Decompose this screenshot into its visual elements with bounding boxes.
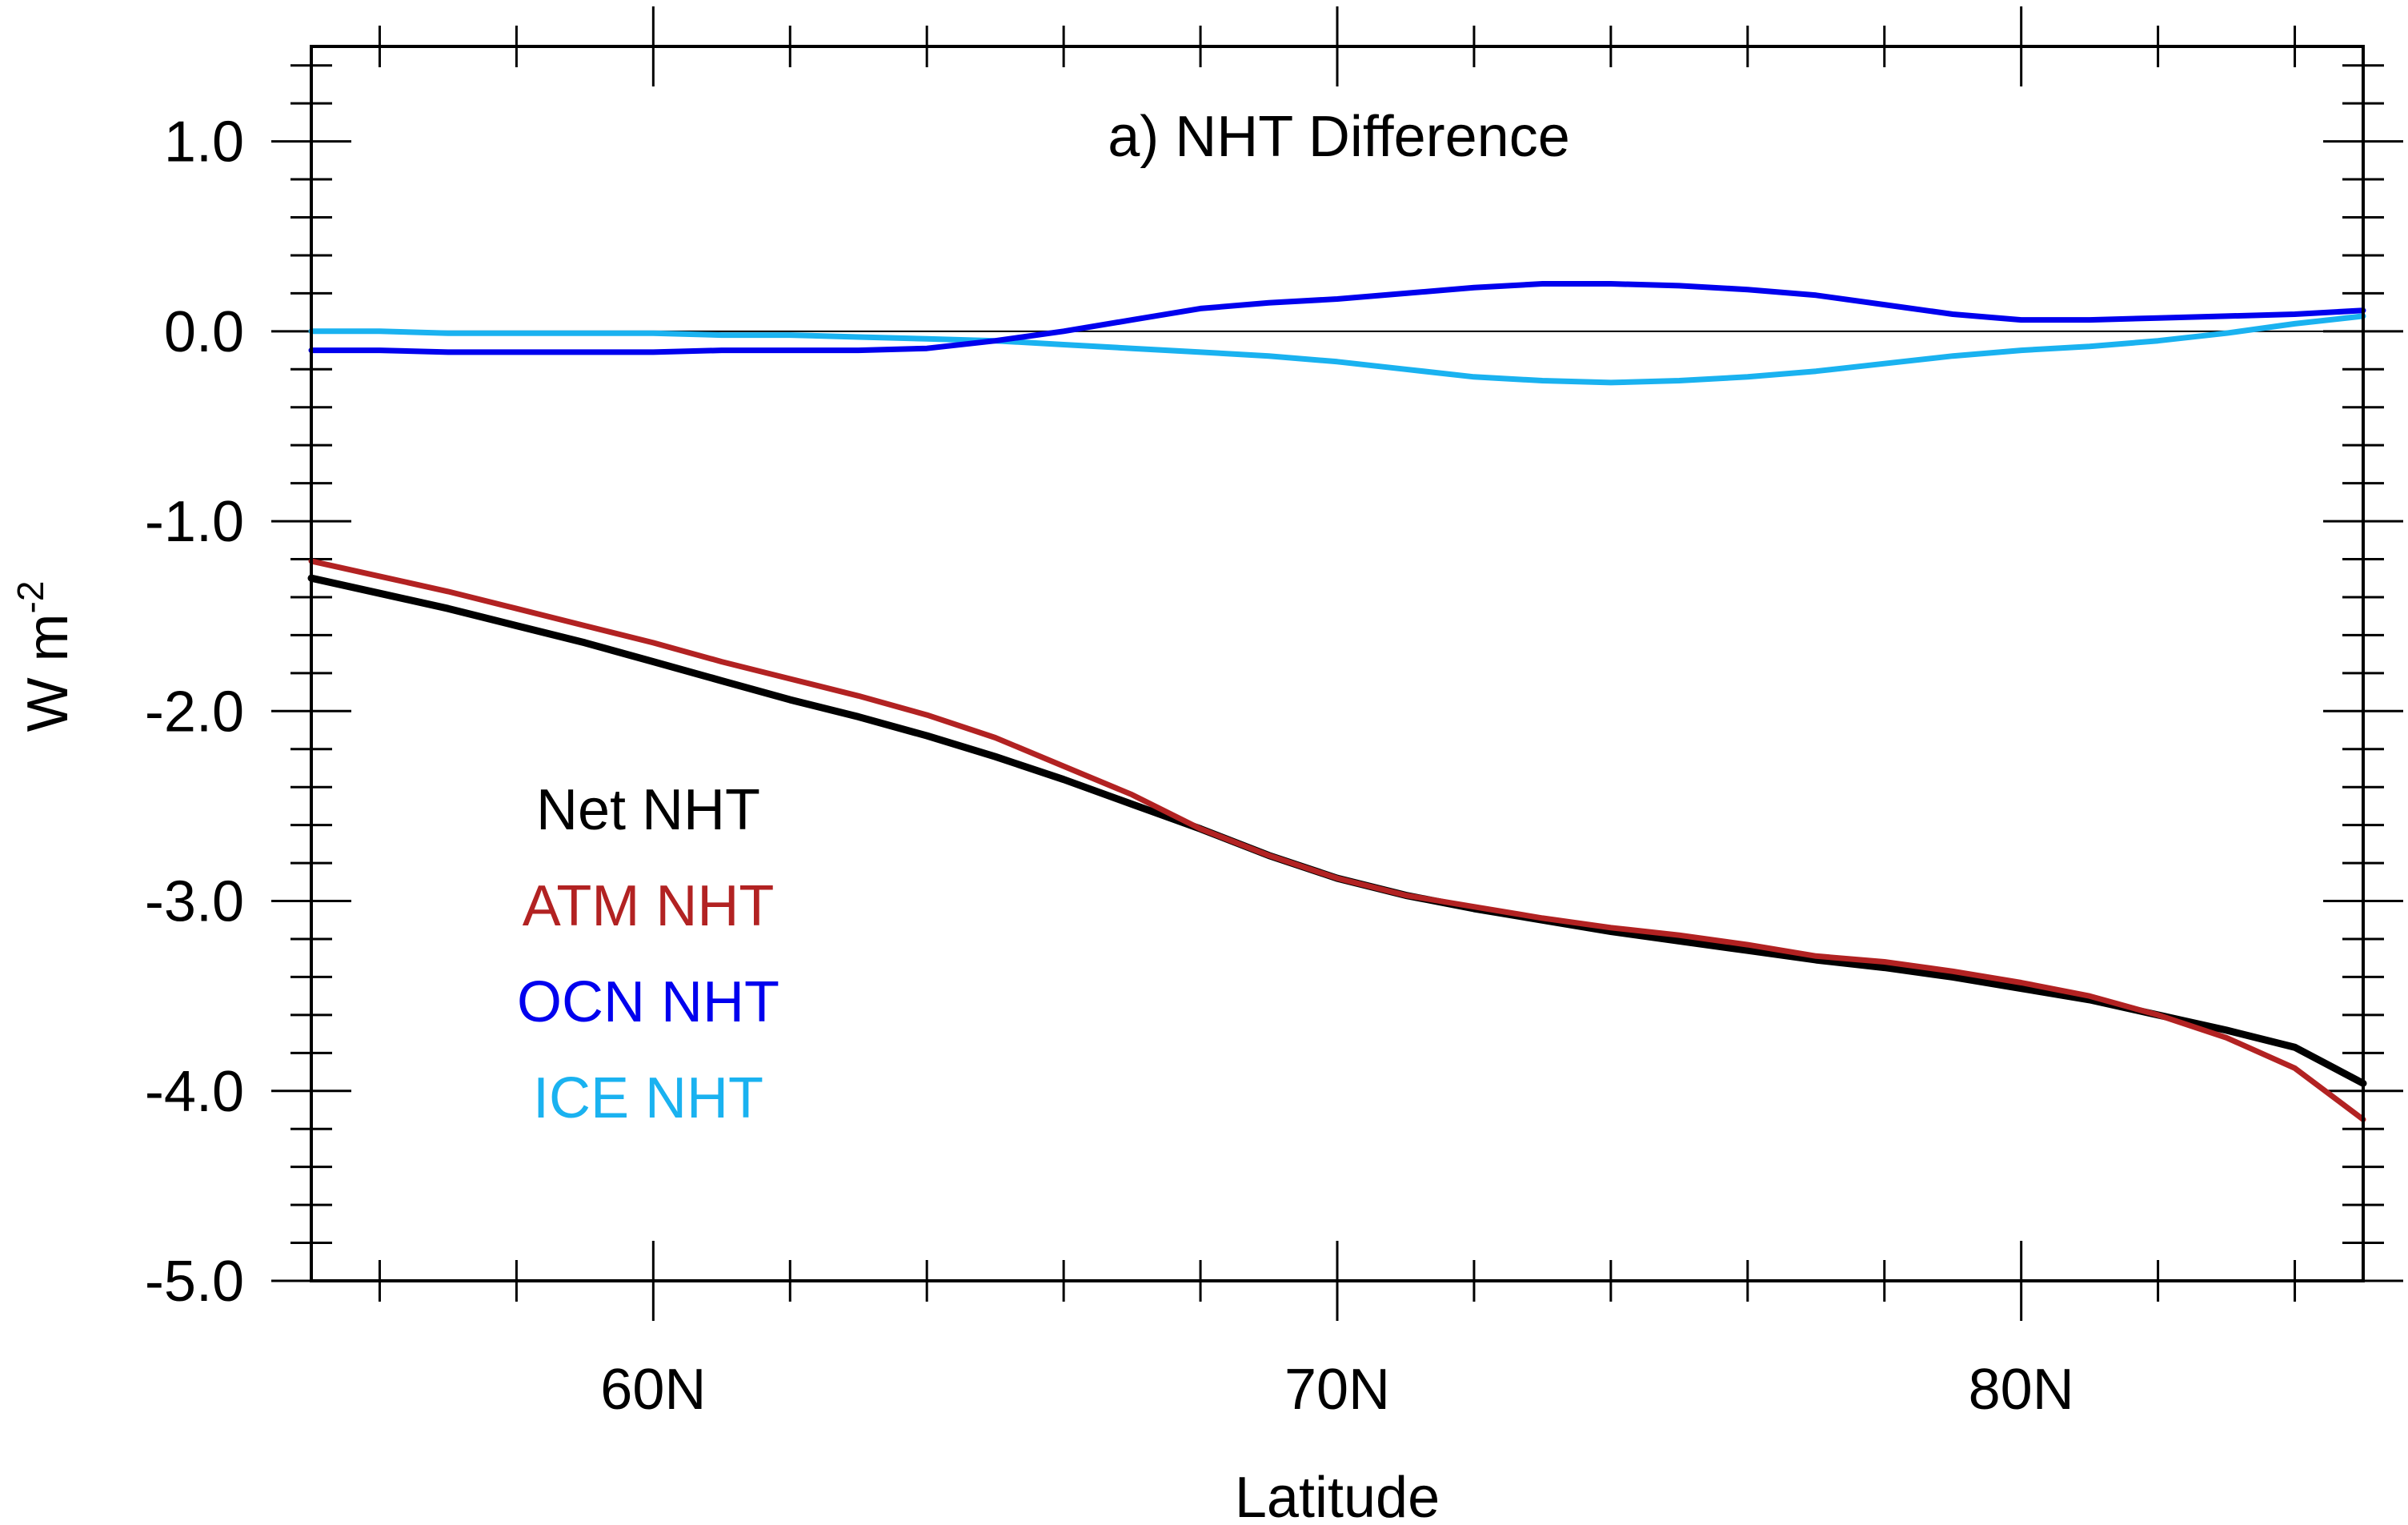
legend: Net NHT ATM NHT OCN NHT ICE NHT xyxy=(517,778,779,1130)
y-tick-label: 1.0 xyxy=(164,110,244,175)
tick-labels: 1.0 0.0 -1.0 -2.0 -3.0 -4.0 -5.0 60N 70N 80N xyxy=(145,110,2074,1422)
x-tick-label: 60N xyxy=(600,1358,706,1422)
legend-entry-ocn-nht: OCN NHT xyxy=(517,970,779,1034)
x-tick-label: 80N xyxy=(1969,1358,2074,1422)
y-tick-label: -2.0 xyxy=(145,680,244,744)
series-layer xyxy=(307,281,2367,1122)
y-axis-label-unit: W m xyxy=(16,613,80,732)
y-tick-label: -5.0 xyxy=(145,1250,244,1314)
y-axis-label-exponent: -2 xyxy=(10,581,51,614)
x-axis-label: Latitude xyxy=(1235,1466,1440,1525)
plot-frame xyxy=(310,45,2365,1282)
y-tick-label: -4.0 xyxy=(145,1060,244,1124)
series-line-atm-nht xyxy=(308,558,2366,1122)
y-axis-label: W m-2 xyxy=(10,581,80,732)
y-tick-label: -1.0 xyxy=(145,490,244,554)
x-tick-label: 70N xyxy=(1284,1358,1390,1422)
y-tick-label: 0.0 xyxy=(164,300,244,364)
series-line-ocn-nht xyxy=(308,281,2366,355)
y-tick-label: -3.0 xyxy=(145,870,244,934)
series-line-ice-nht xyxy=(308,313,2366,386)
legend-entry-net-nht: Net NHT xyxy=(536,778,760,842)
chart-title: a) NHT Difference xyxy=(1108,105,1570,169)
legend-entry-ice-nht: ICE NHT xyxy=(533,1066,763,1130)
legend-entry-atm-nht: ATM NHT xyxy=(523,874,775,938)
svg-text:W m-2: W m-2 xyxy=(10,581,80,732)
